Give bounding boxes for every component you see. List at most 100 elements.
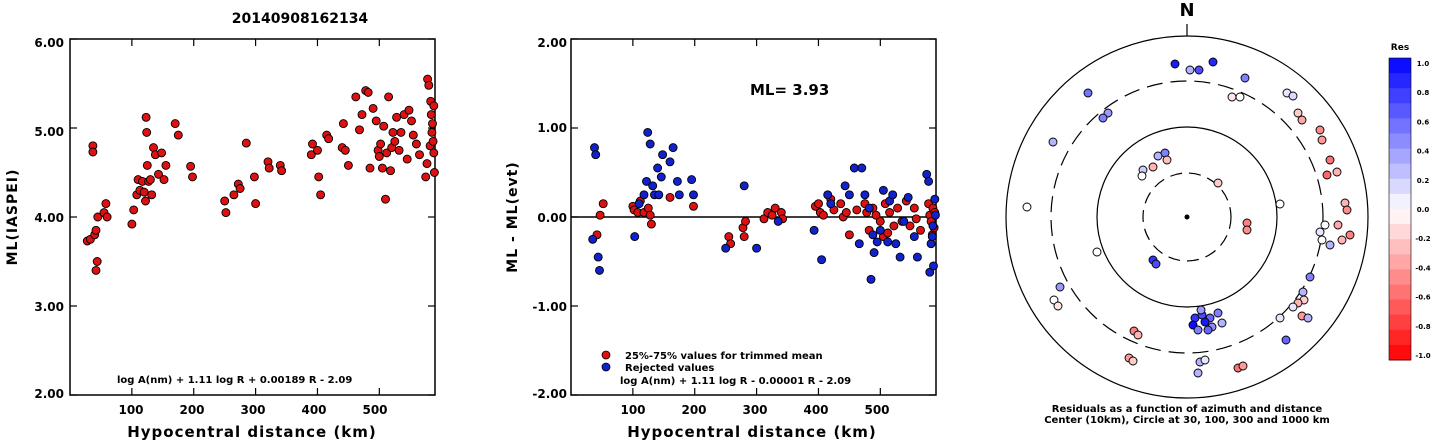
- x-tick-label: 500: [864, 403, 889, 417]
- colorbar-label: -0.6: [1415, 294, 1430, 302]
- caption-line-1: Residuals as a function of azimuth and d…: [1052, 404, 1323, 415]
- data-point: [885, 208, 895, 217]
- x-tick-label: 300: [240, 403, 265, 417]
- station-marker: [1213, 178, 1223, 188]
- colorbar-swatches: [1389, 58, 1411, 361]
- station-marker: [1337, 235, 1347, 245]
- data-point: [340, 145, 350, 155]
- station-marker: [1022, 202, 1032, 212]
- station-marker: [1317, 235, 1327, 245]
- x-tick-labels: 100 200 300 400 500: [620, 403, 889, 417]
- data-point: [415, 150, 424, 160]
- rejected-point: [591, 150, 601, 160]
- caption-line-2: Center (10km), Circle at 30, 100, 300 an…: [1044, 415, 1330, 426]
- rejected-point: [809, 225, 819, 235]
- rejected-point: [668, 143, 678, 153]
- data-point: [368, 103, 378, 113]
- colorbar-swatch: [1389, 118, 1411, 134]
- rejected-point: [739, 181, 749, 191]
- data-point: [91, 225, 101, 235]
- x-axis-label: Hypocentral distance (km): [627, 423, 877, 441]
- station-marker: [1317, 135, 1327, 145]
- station-marker: [1083, 88, 1093, 98]
- data-point: [814, 199, 823, 209]
- rejected-point: [864, 203, 874, 213]
- data-point: [101, 199, 111, 209]
- rejected-point: [687, 175, 697, 185]
- data-point: [374, 152, 384, 161]
- data-point: [646, 219, 656, 229]
- x-tick-label: 200: [179, 403, 204, 417]
- station-marker: [1281, 335, 1291, 345]
- north-label: N: [1179, 0, 1194, 21]
- data-point: [424, 80, 434, 90]
- x-tick-label: 500: [362, 403, 387, 417]
- station-marker: [1200, 317, 1210, 327]
- data-point: [841, 208, 851, 217]
- rejected-point: [878, 185, 888, 195]
- station-marker: [1203, 325, 1213, 335]
- station-marker: [1315, 227, 1325, 237]
- data-point: [911, 214, 921, 224]
- data-point: [844, 230, 854, 240]
- station-marker: [1193, 368, 1203, 378]
- station-marker: [1193, 325, 1203, 335]
- formula-text: log A(nm) + 1.11 log R + 0.00189 R - 2.0…: [117, 375, 352, 386]
- data-point: [421, 172, 431, 182]
- legend-accepted-marker: [601, 350, 611, 360]
- data-point: [381, 194, 390, 204]
- data-point: [429, 168, 439, 177]
- station-marker: [1092, 247, 1102, 257]
- rejected-point: [866, 274, 876, 284]
- data-point: [251, 199, 261, 209]
- data-point: [770, 203, 780, 213]
- data-point: [905, 221, 915, 231]
- station-marker: [1133, 330, 1143, 340]
- data-point: [390, 136, 400, 146]
- rejected-point: [588, 234, 598, 244]
- data-point: [388, 127, 398, 137]
- data-point: [365, 163, 375, 173]
- rejected-point: [672, 176, 682, 186]
- rejected-point: [674, 190, 684, 200]
- data-point: [428, 119, 437, 129]
- data-point: [88, 147, 98, 157]
- data-point: [427, 127, 437, 137]
- colorbar-labels: 1.0 0.8 0.6 0.4 0.2 0.0 -0.2 -0.4 -0.6 -0.8 -1.0: [1415, 60, 1430, 360]
- colorbar-label: -1.0: [1415, 352, 1430, 360]
- data-point: [102, 212, 112, 222]
- colorbar-swatch: [1389, 178, 1411, 195]
- data-point: [157, 148, 167, 158]
- data-point: [875, 216, 885, 226]
- y-tick-label: 5.00: [34, 125, 64, 139]
- rejected-point: [872, 237, 882, 247]
- colorbar-swatch: [1389, 299, 1411, 316]
- station-marker: [1217, 318, 1227, 328]
- rejected-point: [656, 172, 666, 182]
- station-marker: [1320, 220, 1330, 230]
- station-marker: [1170, 59, 1180, 69]
- data-point: [818, 210, 828, 220]
- data-points: [82, 74, 439, 275]
- colorbar-swatch: [1389, 239, 1411, 255]
- station-marker: [1240, 73, 1250, 83]
- station-marker: [1305, 272, 1315, 282]
- colorbar-title: Res: [1391, 43, 1409, 53]
- data-point: [741, 216, 750, 226]
- colorbar-swatch: [1389, 344, 1411, 361]
- rejected-point: [645, 139, 655, 149]
- rejected-point: [823, 190, 833, 200]
- colorbar-swatch: [1389, 103, 1411, 119]
- data-point: [916, 225, 925, 235]
- rejected-point: [927, 232, 937, 242]
- data-point: [407, 116, 416, 126]
- data-point: [852, 205, 862, 215]
- rejected-point: [849, 163, 859, 173]
- rejected-point: [929, 261, 938, 271]
- y-axis-label: ML(IASPEI): [5, 169, 21, 266]
- data-point: [154, 169, 163, 179]
- data-point: [382, 148, 392, 158]
- rejected-point: [642, 176, 651, 186]
- rejected-point: [899, 216, 909, 226]
- rejected-point: [840, 181, 850, 191]
